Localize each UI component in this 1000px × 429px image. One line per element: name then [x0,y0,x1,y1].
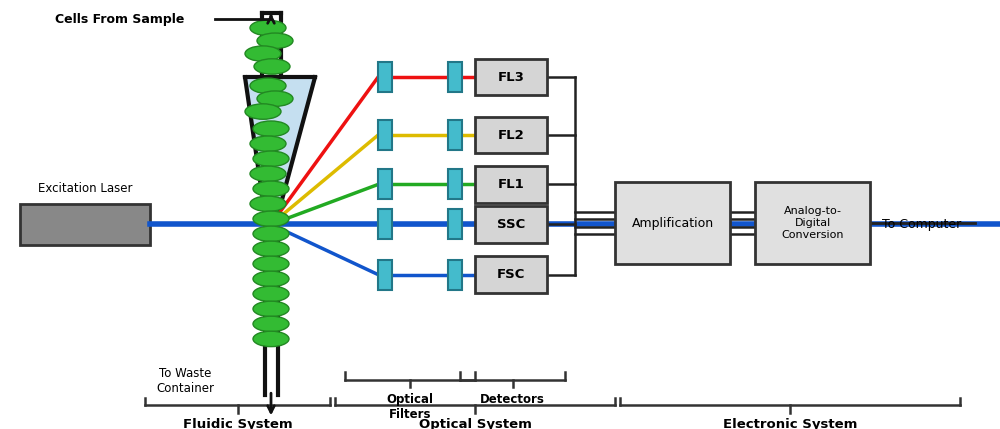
Circle shape [245,46,281,61]
Circle shape [253,271,289,287]
Circle shape [253,241,289,257]
FancyBboxPatch shape [448,62,462,92]
FancyBboxPatch shape [475,117,547,153]
Circle shape [250,78,286,94]
Text: FL3: FL3 [498,71,524,84]
FancyBboxPatch shape [755,182,870,264]
Circle shape [253,121,289,136]
Circle shape [257,33,293,48]
Circle shape [253,226,289,242]
FancyBboxPatch shape [20,204,150,245]
FancyBboxPatch shape [448,120,462,150]
Circle shape [253,331,289,347]
Text: Analog-to-
Digital
Conversion: Analog-to- Digital Conversion [781,206,844,240]
Text: Detectors: Detectors [480,393,545,405]
Circle shape [250,136,286,151]
FancyBboxPatch shape [378,169,392,199]
Circle shape [253,286,289,302]
Text: Amplification: Amplification [631,217,714,230]
Circle shape [250,166,286,181]
Text: FL2: FL2 [498,129,524,142]
Circle shape [245,104,281,119]
FancyBboxPatch shape [378,209,392,239]
Circle shape [253,301,289,317]
Text: Fluidic System: Fluidic System [183,418,292,429]
FancyBboxPatch shape [448,169,462,199]
FancyBboxPatch shape [448,260,462,290]
Text: FSC: FSC [497,268,525,281]
Circle shape [254,59,290,74]
Circle shape [253,211,289,227]
Circle shape [250,20,286,36]
Text: To Computer: To Computer [882,218,961,231]
Polygon shape [245,77,315,214]
FancyBboxPatch shape [378,62,392,92]
Circle shape [253,151,289,166]
FancyBboxPatch shape [475,206,547,243]
Text: FL1: FL1 [498,178,524,191]
Text: Cells From Sample: Cells From Sample [55,13,184,26]
Text: To Waste
Container: To Waste Container [156,367,214,395]
FancyBboxPatch shape [448,209,462,239]
Text: Optical System: Optical System [419,418,531,429]
FancyBboxPatch shape [378,120,392,150]
Text: Excitation Laser: Excitation Laser [38,182,132,195]
Circle shape [257,91,293,106]
Circle shape [253,316,289,332]
Circle shape [250,196,286,211]
FancyBboxPatch shape [475,59,547,95]
FancyBboxPatch shape [475,166,547,203]
Circle shape [253,256,289,272]
Text: Optical
Filters: Optical Filters [386,393,434,420]
Text: Electronic System: Electronic System [723,418,857,429]
FancyBboxPatch shape [475,256,547,293]
Text: SSC: SSC [497,218,525,231]
FancyBboxPatch shape [615,182,730,264]
Circle shape [253,181,289,196]
FancyBboxPatch shape [378,260,392,290]
